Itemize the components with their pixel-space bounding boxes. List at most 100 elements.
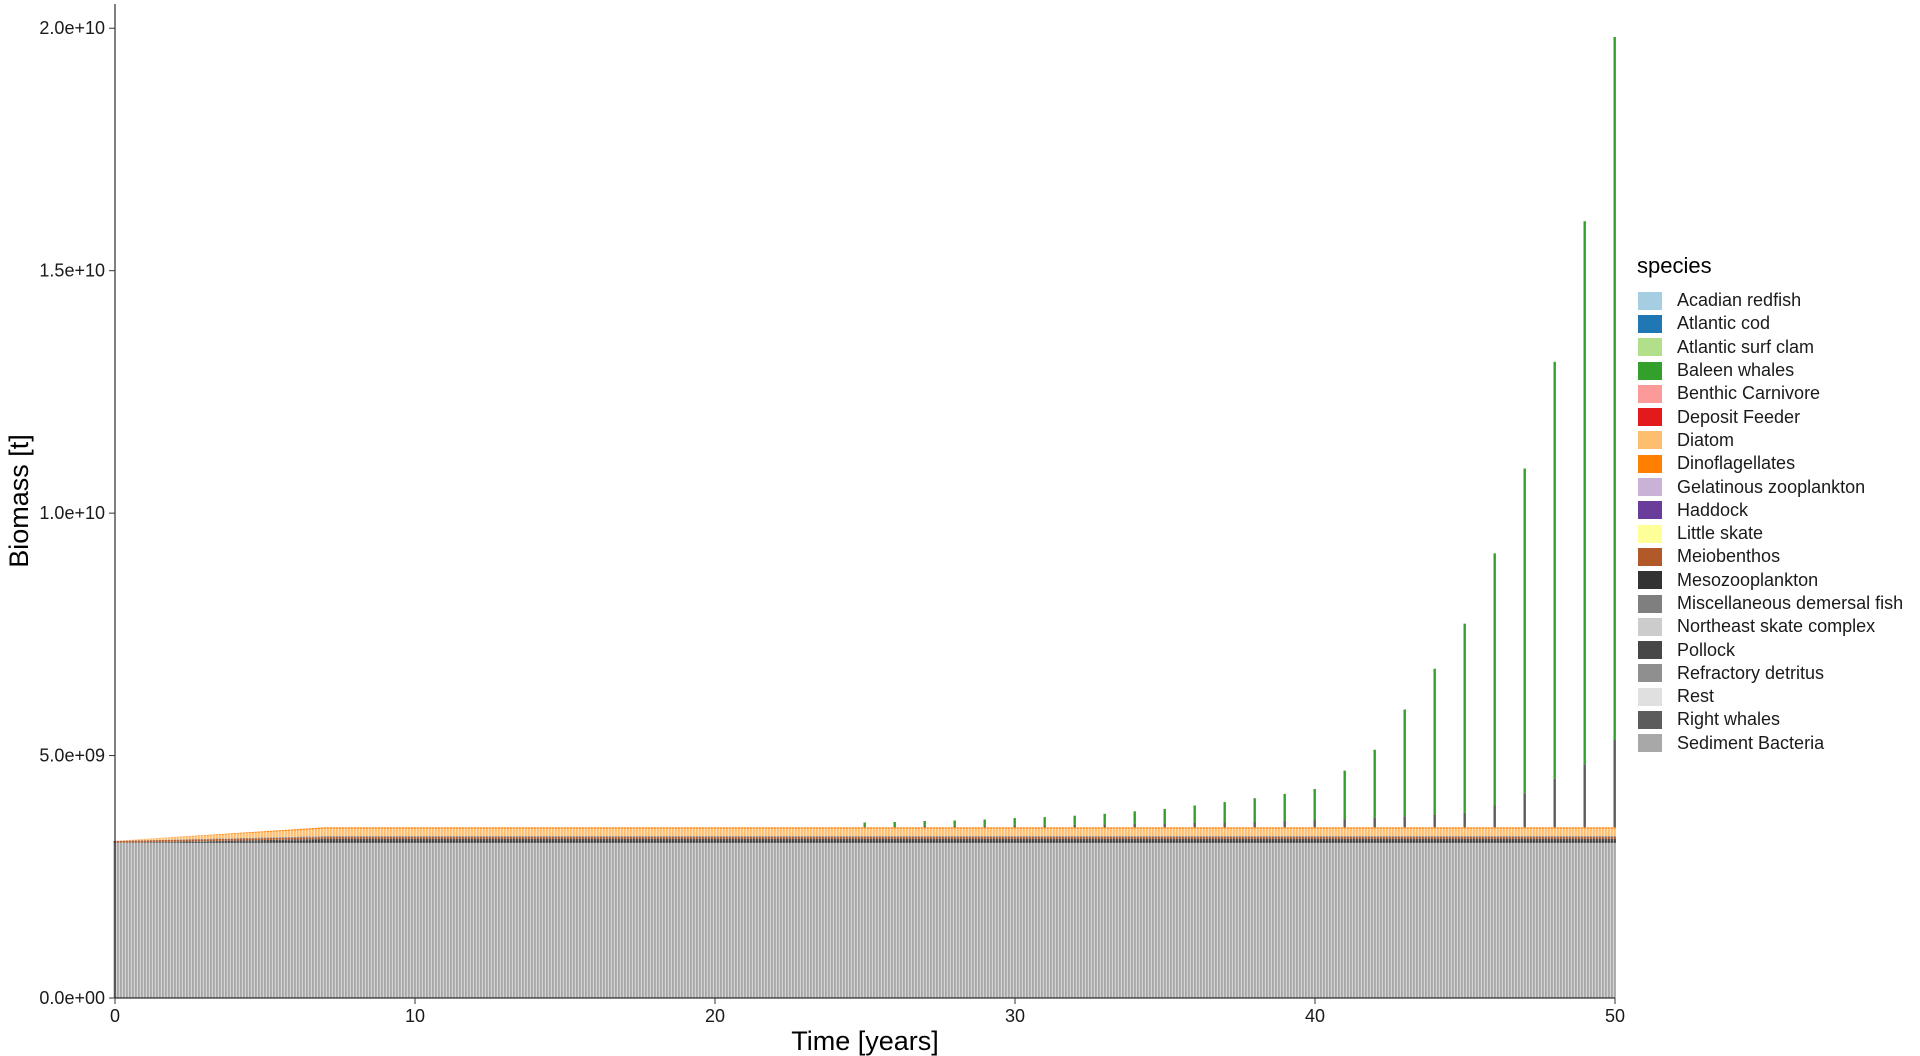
bar-segment [1547,836,1550,838]
bar-segment [743,838,746,841]
bar-segment [1526,837,1529,839]
bar-segment [272,831,275,838]
bar-segment [824,836,827,838]
bar-segment [785,842,788,998]
bar-segment [1055,837,1058,839]
bar-segment [1265,840,1268,843]
bar-segment [1001,827,1004,829]
bar-segment [563,840,566,843]
bar-segment [1259,837,1262,839]
bar-segment [995,827,998,829]
bar-segment [932,838,935,841]
legend-item: Gelatinous zooplankton [1637,475,1903,498]
bar-segment [1556,838,1559,841]
bar-segment [173,842,176,843]
bar-segment [1118,838,1121,841]
bar-segment [1130,837,1133,839]
bar-segment [914,837,917,839]
bar-segment [524,842,527,998]
bar-segment [1019,836,1022,838]
bar-segment [1550,840,1553,843]
bar-segment [887,838,890,841]
bar-segment [1445,842,1448,998]
bar-segment [311,837,314,840]
bar-segment [1184,838,1187,841]
bar-segment [1484,842,1487,998]
bar-segment [809,828,812,837]
bar-segment [1601,827,1604,829]
bar-segment [1529,828,1532,837]
bar-segment [1313,820,1316,828]
bar-segment [476,842,479,998]
bar-segment [920,838,923,841]
bar-segment [1571,838,1574,841]
bar-segment [1583,764,1586,828]
bar-segment [806,836,809,838]
bar-segment [329,827,332,829]
bar-segment [809,840,812,843]
bar-segment [1526,838,1529,841]
bar-segment [1097,842,1100,998]
bar-segment [1379,836,1382,838]
bar-segment [311,840,314,843]
bar-segment [329,838,332,841]
bar-segment [647,827,650,829]
bar-segment [1607,838,1610,841]
bar-segment [548,828,551,837]
bar-segment [1169,837,1172,839]
bar-segment [1076,837,1079,839]
bar-segment [1340,842,1343,998]
bar-segment [302,836,305,838]
bar-segment [1376,837,1379,839]
bar-segment [1499,838,1502,841]
bar-segment [1532,828,1535,837]
bar-segment [422,838,425,841]
bar-segment [233,833,236,834]
bar-segment [1157,827,1160,829]
bar-segment [1451,827,1454,829]
bar-segment [506,842,509,998]
bar-segment [269,830,272,832]
bar-segment [920,836,923,838]
bar-segment [530,840,533,843]
bar-segment [1154,827,1157,829]
bar-segment [230,834,233,839]
bar-segment [1445,827,1448,829]
bar-segment [881,836,884,838]
bar-segment [1361,828,1364,837]
bar-segment [1454,836,1457,838]
bar-segment [1445,838,1448,841]
bar-segment [1373,842,1376,998]
bar-segment [227,838,230,841]
bar-segment [1241,838,1244,841]
bar-segment [614,840,617,843]
bar-segment [797,842,800,998]
bar-segment [581,840,584,843]
bar-segment [905,838,908,841]
bar-segment [776,838,779,841]
bar-segment [854,827,857,829]
bar-segment [128,840,131,841]
bar-segment [1034,837,1037,839]
bar-segment [389,842,392,998]
bar-segment [731,828,734,837]
bar-segment [449,842,452,998]
bar-segment [1013,840,1016,843]
bar-segment [1061,827,1064,829]
bar-segment [1490,827,1493,829]
bar-segment [1553,361,1556,779]
bar-segment [1007,842,1010,998]
bar-segment [854,842,857,998]
bar-segment [941,828,944,837]
bar-segment [815,842,818,998]
bar-segment [632,837,635,839]
bar-segment [722,838,725,841]
bar-segment [1097,840,1100,843]
bar-segment [587,827,590,829]
bar-segment [1070,840,1073,843]
bar-segment [845,828,848,837]
bar-segment [548,840,551,843]
bar-segment [401,837,404,839]
bar-segment [1223,840,1226,843]
bar-segment [1463,827,1466,829]
